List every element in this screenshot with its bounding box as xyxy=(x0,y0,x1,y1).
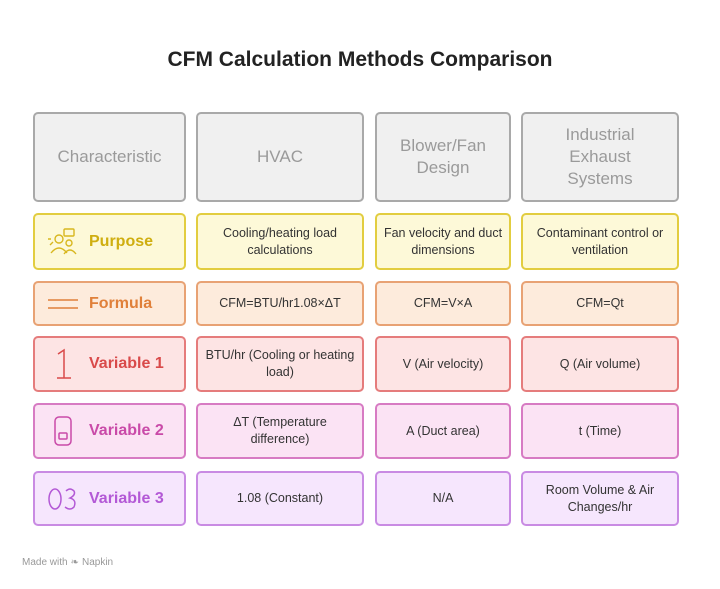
number-three-icon xyxy=(45,481,81,517)
cell-var3-hvac: 1.08 (Constant) xyxy=(196,471,364,526)
cell-purpose-industrial: Contaminant control or ventilation xyxy=(521,213,679,270)
cell-formula-hvac: CFM=BTU/hr1.08×ΔT xyxy=(196,281,364,326)
napkin-logo-icon: ❧ xyxy=(70,557,79,568)
row-label-variable-2: Variable 2 xyxy=(33,403,186,459)
cell-purpose-blower: Fan velocity and duct dimensions xyxy=(375,213,511,270)
cell-var1-blower: V (Air velocity) xyxy=(375,336,511,392)
cell-var3-blower: N/A xyxy=(375,471,511,526)
row-label-variable-3: Variable 3 xyxy=(33,471,186,526)
people-group-icon xyxy=(45,224,81,260)
row-label-variable-1: Variable 1 xyxy=(33,336,186,392)
page-title: CFM Calculation Methods Comparison xyxy=(167,48,553,71)
row-label-purpose: Purpose xyxy=(33,213,186,270)
header-hvac: HVAC xyxy=(196,112,364,202)
row-label-formula: Formula xyxy=(33,281,186,326)
cell-var3-industrial: Room Volume & Air Changes/hr xyxy=(521,471,679,526)
cell-var1-hvac: BTU/hr (Cooling or heating load) xyxy=(196,336,364,392)
header-blower-fan-design: Blower/Fan Design xyxy=(375,112,511,202)
header-industrial-exhaust: Industrial Exhaust Systems xyxy=(521,112,679,202)
header-characteristic: Characteristic xyxy=(33,112,186,202)
equals-lines-icon xyxy=(45,286,81,322)
number-two-icon xyxy=(45,413,81,449)
cell-var2-industrial: t (Time) xyxy=(521,403,679,459)
cell-formula-blower: CFM=V×A xyxy=(375,281,511,326)
cell-purpose-hvac: Cooling/heating load calculations xyxy=(196,213,364,270)
cell-var1-industrial: Q (Air volume) xyxy=(521,336,679,392)
footer-credit: Made with ❧ Napkin xyxy=(22,557,114,568)
number-one-icon xyxy=(45,346,81,382)
cell-var2-blower: A (Duct area) xyxy=(375,403,511,459)
cell-formula-industrial: CFM=Qt xyxy=(521,281,679,326)
cell-var2-hvac: ΔT (Temperature difference) xyxy=(196,403,364,459)
